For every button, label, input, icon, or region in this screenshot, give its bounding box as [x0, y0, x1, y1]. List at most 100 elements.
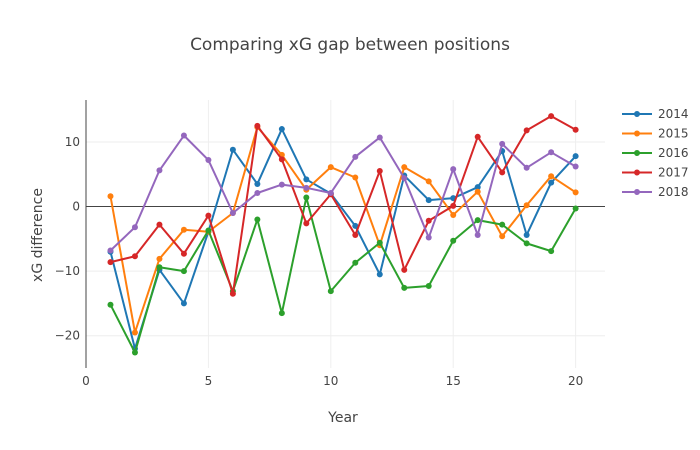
- legend-item-2016[interactable]: 2016: [622, 146, 689, 160]
- data-point[interactable]: [523, 202, 530, 209]
- data-point[interactable]: [376, 134, 383, 141]
- data-point[interactable]: [548, 149, 555, 156]
- data-point[interactable]: [180, 300, 187, 307]
- data-point[interactable]: [156, 264, 163, 271]
- data-point[interactable]: [450, 166, 457, 173]
- data-point[interactable]: [229, 146, 236, 153]
- series-line[interactable]: [109, 134, 577, 252]
- data-point[interactable]: [254, 122, 261, 129]
- data-point[interactable]: [572, 163, 579, 170]
- data-point[interactable]: [327, 189, 334, 196]
- data-point[interactable]: [450, 211, 457, 218]
- series-2017[interactable]: [107, 113, 579, 297]
- data-point[interactable]: [425, 197, 432, 204]
- data-point[interactable]: [474, 188, 481, 195]
- data-point[interactable]: [548, 113, 555, 120]
- data-point[interactable]: [229, 290, 236, 297]
- series-line[interactable]: [109, 128, 577, 350]
- data-point[interactable]: [278, 181, 285, 188]
- legend-item-2015[interactable]: 2015: [622, 127, 689, 141]
- data-point[interactable]: [425, 217, 432, 224]
- data-point[interactable]: [107, 301, 114, 308]
- data-point[interactable]: [523, 240, 530, 247]
- data-point[interactable]: [499, 233, 506, 240]
- legend-swatch-marker: [634, 169, 640, 176]
- data-point[interactable]: [205, 212, 212, 219]
- series-2018[interactable]: [107, 132, 579, 254]
- data-point[interactable]: [401, 175, 408, 182]
- data-point[interactable]: [303, 184, 310, 191]
- data-point[interactable]: [327, 288, 334, 295]
- data-point[interactable]: [180, 132, 187, 139]
- data-point[interactable]: [474, 231, 481, 238]
- data-point[interactable]: [499, 169, 506, 176]
- legend-item-2017[interactable]: 2017: [622, 166, 689, 180]
- data-point[interactable]: [401, 284, 408, 291]
- data-point[interactable]: [450, 202, 457, 209]
- data-point[interactable]: [205, 227, 212, 234]
- data-point[interactable]: [205, 157, 212, 164]
- data-point[interactable]: [107, 259, 114, 266]
- data-point[interactable]: [548, 248, 555, 255]
- data-point[interactable]: [425, 282, 432, 289]
- data-point[interactable]: [572, 153, 579, 160]
- data-point[interactable]: [376, 271, 383, 278]
- data-point[interactable]: [548, 173, 555, 180]
- data-point[interactable]: [352, 231, 359, 238]
- series-2014[interactable]: [107, 126, 579, 352]
- series-line[interactable]: [109, 196, 577, 354]
- data-point[interactable]: [254, 216, 261, 223]
- data-point[interactable]: [450, 237, 457, 244]
- data-point[interactable]: [352, 174, 359, 181]
- data-point[interactable]: [474, 217, 481, 224]
- data-point[interactable]: [229, 210, 236, 217]
- data-point[interactable]: [131, 224, 138, 231]
- data-point[interactable]: [107, 193, 114, 200]
- data-point[interactable]: [376, 168, 383, 175]
- data-point[interactable]: [425, 178, 432, 185]
- data-point[interactable]: [278, 156, 285, 163]
- data-point[interactable]: [523, 231, 530, 238]
- data-point[interactable]: [548, 179, 555, 186]
- data-point[interactable]: [254, 180, 261, 187]
- data-point[interactable]: [131, 253, 138, 260]
- data-point[interactable]: [401, 266, 408, 273]
- data-point[interactable]: [278, 310, 285, 317]
- series-line[interactable]: [109, 126, 577, 334]
- data-point[interactable]: [352, 153, 359, 160]
- series-2016[interactable]: [107, 194, 579, 356]
- data-point[interactable]: [523, 164, 530, 171]
- data-point[interactable]: [278, 126, 285, 133]
- data-point[interactable]: [425, 234, 432, 241]
- data-point[interactable]: [156, 255, 163, 262]
- data-point[interactable]: [131, 349, 138, 356]
- data-point[interactable]: [401, 164, 408, 171]
- data-point[interactable]: [303, 176, 310, 183]
- data-point[interactable]: [352, 259, 359, 266]
- data-point[interactable]: [156, 167, 163, 174]
- data-point[interactable]: [327, 164, 334, 171]
- data-point[interactable]: [499, 140, 506, 147]
- data-point[interactable]: [254, 189, 261, 196]
- data-point[interactable]: [474, 184, 481, 191]
- data-point[interactable]: [107, 247, 114, 254]
- data-point[interactable]: [352, 222, 359, 229]
- data-point[interactable]: [523, 127, 530, 134]
- data-point[interactable]: [376, 239, 383, 246]
- data-point[interactable]: [499, 221, 506, 228]
- data-point[interactable]: [180, 268, 187, 275]
- data-point[interactable]: [303, 220, 310, 227]
- legend-item-2018[interactable]: 2018: [622, 185, 689, 199]
- data-point[interactable]: [572, 205, 579, 212]
- data-point[interactable]: [474, 133, 481, 140]
- data-point[interactable]: [303, 194, 310, 201]
- data-point[interactable]: [180, 226, 187, 233]
- legend-item-2014[interactable]: 2014: [622, 107, 689, 121]
- data-point[interactable]: [180, 250, 187, 257]
- series-line[interactable]: [110, 115, 577, 295]
- data-point[interactable]: [572, 189, 579, 196]
- data-point[interactable]: [572, 126, 579, 133]
- data-point[interactable]: [131, 329, 138, 336]
- legend[interactable]: 2014 2015 2016 2017 2018: [622, 107, 689, 199]
- data-point[interactable]: [156, 221, 163, 228]
